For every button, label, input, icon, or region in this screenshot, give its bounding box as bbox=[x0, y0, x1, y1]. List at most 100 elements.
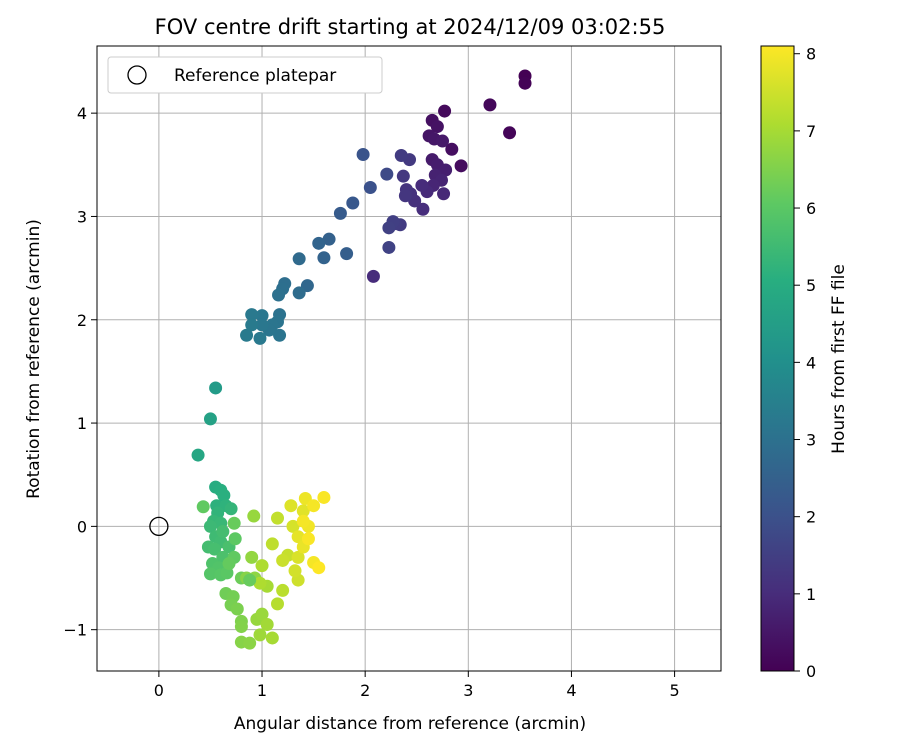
colorbar-tick-label: 4 bbox=[806, 353, 816, 372]
colorbar-tick-label: 5 bbox=[806, 276, 816, 295]
reference-point-marker bbox=[149, 516, 169, 537]
data-point bbox=[438, 104, 452, 118]
data-point bbox=[247, 509, 261, 523]
data-point bbox=[518, 76, 532, 90]
data-point bbox=[227, 516, 241, 530]
x-tick-label: 2 bbox=[360, 681, 370, 700]
data-point bbox=[265, 537, 279, 551]
data-point bbox=[255, 607, 269, 621]
data-point bbox=[333, 206, 347, 220]
data-point bbox=[276, 583, 290, 597]
data-point bbox=[272, 288, 286, 302]
data-points bbox=[191, 69, 532, 650]
data-point bbox=[209, 381, 223, 395]
legend-label-reference-platepar: Reference platepar bbox=[174, 66, 336, 86]
y-axis-label: Rotation from reference (arcmin) bbox=[24, 219, 44, 499]
y-tick-label: −1 bbox=[63, 621, 87, 640]
data-point bbox=[203, 412, 217, 426]
x-axis-label: Angular distance from reference (arcmin) bbox=[234, 714, 586, 734]
data-point bbox=[196, 500, 210, 514]
data-point bbox=[243, 573, 257, 587]
data-point bbox=[445, 142, 459, 156]
data-point bbox=[270, 597, 284, 611]
legend: Reference platepar bbox=[107, 56, 383, 94]
data-point bbox=[291, 530, 305, 544]
data-point bbox=[483, 98, 497, 112]
data-point bbox=[240, 328, 254, 342]
data-point bbox=[317, 490, 331, 504]
data-point bbox=[394, 149, 408, 163]
x-tick-label: 3 bbox=[463, 681, 473, 700]
x-tick-label: 5 bbox=[669, 681, 679, 700]
data-point bbox=[503, 126, 517, 140]
data-point bbox=[288, 564, 302, 578]
colorbar-tick-label: 6 bbox=[806, 199, 816, 218]
colorbar bbox=[760, 45, 795, 672]
data-point bbox=[255, 559, 269, 573]
colorbar-tick-label: 1 bbox=[806, 585, 816, 604]
legend-marker-open-circle bbox=[127, 65, 147, 85]
data-point bbox=[307, 499, 321, 513]
data-point bbox=[208, 542, 222, 556]
data-point bbox=[245, 550, 259, 564]
x-tick-label: 0 bbox=[154, 681, 164, 700]
colorbar-tick-label: 2 bbox=[806, 508, 816, 527]
data-point bbox=[191, 448, 205, 462]
data-point bbox=[265, 631, 279, 645]
data-point bbox=[286, 519, 300, 533]
colorbar-tick-label: 3 bbox=[806, 431, 816, 450]
data-point bbox=[430, 120, 444, 134]
data-point bbox=[224, 502, 238, 516]
y-tick-label: 4 bbox=[77, 104, 87, 123]
data-point bbox=[292, 252, 306, 266]
data-point bbox=[234, 620, 248, 634]
data-point bbox=[301, 532, 315, 546]
data-point bbox=[312, 236, 326, 250]
data-point bbox=[363, 181, 377, 195]
y-tick-label: 1 bbox=[77, 414, 87, 433]
data-point bbox=[255, 309, 269, 323]
data-point bbox=[291, 550, 305, 564]
data-point bbox=[273, 328, 287, 342]
data-point bbox=[322, 232, 336, 246]
data-point bbox=[230, 602, 244, 616]
chart-title: FOV centre drift starting at 2024/12/09 … bbox=[155, 15, 666, 39]
data-point bbox=[346, 196, 360, 210]
colorbar-tick-label: 7 bbox=[806, 122, 816, 141]
data-point bbox=[380, 167, 394, 181]
data-point bbox=[415, 178, 429, 192]
data-point bbox=[284, 499, 298, 513]
data-point bbox=[255, 318, 269, 332]
data-point bbox=[203, 519, 217, 533]
data-point bbox=[454, 159, 468, 173]
y-tick-label: 2 bbox=[77, 311, 87, 330]
y-axis-ticks: −1 0 1 2 3 4 bbox=[63, 104, 97, 640]
data-point bbox=[416, 202, 430, 216]
data-point bbox=[296, 504, 310, 518]
x-axis-ticks: 0 1 2 3 4 5 bbox=[154, 671, 680, 700]
data-point bbox=[439, 163, 453, 177]
data-point bbox=[253, 628, 267, 642]
data-point bbox=[296, 514, 310, 528]
data-point bbox=[260, 618, 274, 632]
data-point bbox=[228, 532, 242, 546]
data-point bbox=[245, 308, 259, 322]
y-tick-label: 3 bbox=[77, 207, 87, 226]
data-point bbox=[253, 576, 267, 590]
y-tick-label: 0 bbox=[77, 517, 87, 536]
legend-box bbox=[107, 56, 383, 94]
data-point bbox=[203, 567, 217, 581]
data-point bbox=[437, 187, 451, 201]
data-point bbox=[253, 331, 267, 345]
data-point bbox=[243, 636, 257, 650]
data-point bbox=[276, 553, 290, 567]
data-point bbox=[222, 557, 236, 571]
data-point bbox=[382, 221, 396, 235]
data-point bbox=[340, 247, 354, 261]
data-point bbox=[382, 240, 396, 254]
data-point bbox=[270, 511, 284, 525]
grid-lines bbox=[97, 46, 721, 671]
x-tick-label: 4 bbox=[566, 681, 576, 700]
data-point bbox=[396, 169, 410, 183]
